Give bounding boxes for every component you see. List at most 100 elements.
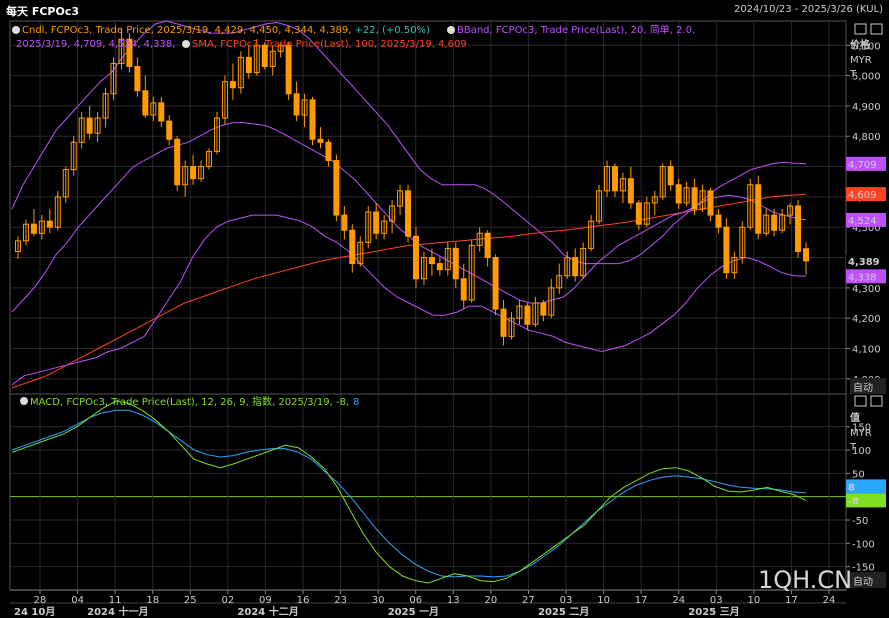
restore-icon[interactable] [854, 23, 867, 35]
candle-body [651, 196, 658, 204]
candle-body [755, 184, 762, 234]
badge-bg [846, 156, 886, 171]
candle-body [588, 220, 595, 249]
candle-body [691, 187, 698, 210]
price-y-tick-label: 4,100 [852, 345, 881, 356]
x-tick-label: 24 [823, 595, 836, 606]
clock-icon[interactable] [20, 397, 28, 405]
legend-sma: SMA, FCPOc3, Trade Price(Last), 100, 202… [192, 39, 467, 50]
candle [484, 230, 491, 267]
candle-body [110, 62, 117, 95]
candle-body [198, 166, 205, 180]
candle-body [237, 56, 244, 89]
candle [731, 251, 738, 279]
maximize-icon[interactable] [870, 395, 883, 407]
candle [476, 227, 483, 252]
candle-body [94, 117, 101, 134]
candle-body [580, 247, 587, 277]
candle [651, 190, 658, 216]
clock-icon[interactable] [182, 40, 190, 48]
clock-icon[interactable] [12, 26, 20, 34]
candle [333, 154, 340, 222]
candle-body [516, 305, 523, 319]
candle-body [492, 257, 499, 310]
candle [269, 45, 276, 76]
candle-body [436, 263, 443, 271]
candle-body [126, 38, 133, 67]
candle-body [245, 56, 252, 74]
candle [213, 111, 220, 155]
candle-body [213, 117, 220, 152]
candle [365, 205, 372, 249]
candle-body [731, 257, 738, 274]
restore-icon[interactable] [854, 395, 867, 407]
candle [500, 299, 507, 346]
candle-body [500, 308, 507, 337]
candle [158, 96, 165, 128]
badge-bg [846, 212, 886, 227]
macd-y-axis: 150 100 50 -50 -100 -150 [846, 423, 875, 574]
x-tick-label: 03 [560, 595, 573, 606]
price-auto-label: 自动 [853, 381, 873, 394]
clock-icon[interactable] [447, 26, 455, 34]
candle-body [54, 196, 61, 228]
candle-body [30, 223, 37, 234]
value-badge-bb_mid: 4,524 [846, 212, 886, 227]
price-auto-button[interactable] [850, 378, 886, 394]
macd-auto-button[interactable] [850, 572, 886, 588]
candle [699, 184, 706, 213]
candle-body [381, 220, 388, 234]
bband-upper-line [11, 20, 807, 265]
candle-body [229, 81, 236, 89]
candle [627, 166, 634, 210]
candle-body [627, 178, 634, 204]
x-tick-label: 16 [297, 595, 310, 606]
price-badges: 4,709 4,609 4,524 4,389 4,338 [846, 156, 886, 284]
candle [349, 224, 356, 273]
macd-axis-header: 值 MYR T 自动 [849, 395, 886, 588]
candle-body [699, 190, 706, 210]
candle [397, 184, 404, 216]
candle [540, 299, 547, 322]
macd-panel-frame [9, 393, 847, 591]
candle-body [707, 190, 714, 216]
macd-unit-t: T [849, 442, 857, 453]
candle-body [412, 235, 419, 280]
candle-body [221, 81, 228, 119]
candle-body [675, 184, 682, 204]
candle [556, 263, 563, 294]
candle [452, 242, 459, 288]
candle-body [150, 102, 157, 116]
legend-bband: BBand, FCPOc3, Trade Price(Last), 20, 简单… [457, 23, 695, 36]
macd-badges: 8-8 [846, 479, 886, 508]
bband-lower-line [11, 214, 807, 386]
macd-y-tick-label: 100 [852, 446, 871, 457]
candle-body [301, 99, 308, 116]
candle [691, 178, 698, 216]
candle [803, 242, 809, 275]
badge-label: 4,338 [848, 272, 877, 283]
candle [38, 215, 45, 240]
candle-body [771, 214, 778, 231]
candle-body [22, 223, 29, 242]
date-range: 2024/10/23 - 2025/3/26 (KUL) [733, 4, 883, 15]
price-unit-label: 价格 [850, 38, 871, 51]
candle [755, 175, 762, 240]
candle [771, 209, 778, 237]
macd-y-tick-label: -150 [852, 563, 875, 574]
candle [468, 239, 475, 304]
candle [78, 111, 85, 149]
maximize-icon[interactable] [870, 23, 883, 35]
candle [46, 209, 53, 234]
candle [15, 236, 21, 260]
chart-canvas[interactable]: 5,1005,0004,9004,8004,7004,6004,5004,400… [0, 20, 889, 618]
candle-body [261, 44, 268, 67]
candle [460, 263, 467, 310]
candle-body [158, 102, 165, 122]
price-series-layer [11, 20, 809, 389]
candle [572, 248, 579, 282]
candle [596, 184, 603, 225]
x-tick-label: 17 [785, 595, 798, 606]
legend-macd: MACD, FCPOc3, Trade Price(Last), 12, 26,… [30, 395, 360, 408]
x-tick-label: 27 [522, 595, 535, 606]
